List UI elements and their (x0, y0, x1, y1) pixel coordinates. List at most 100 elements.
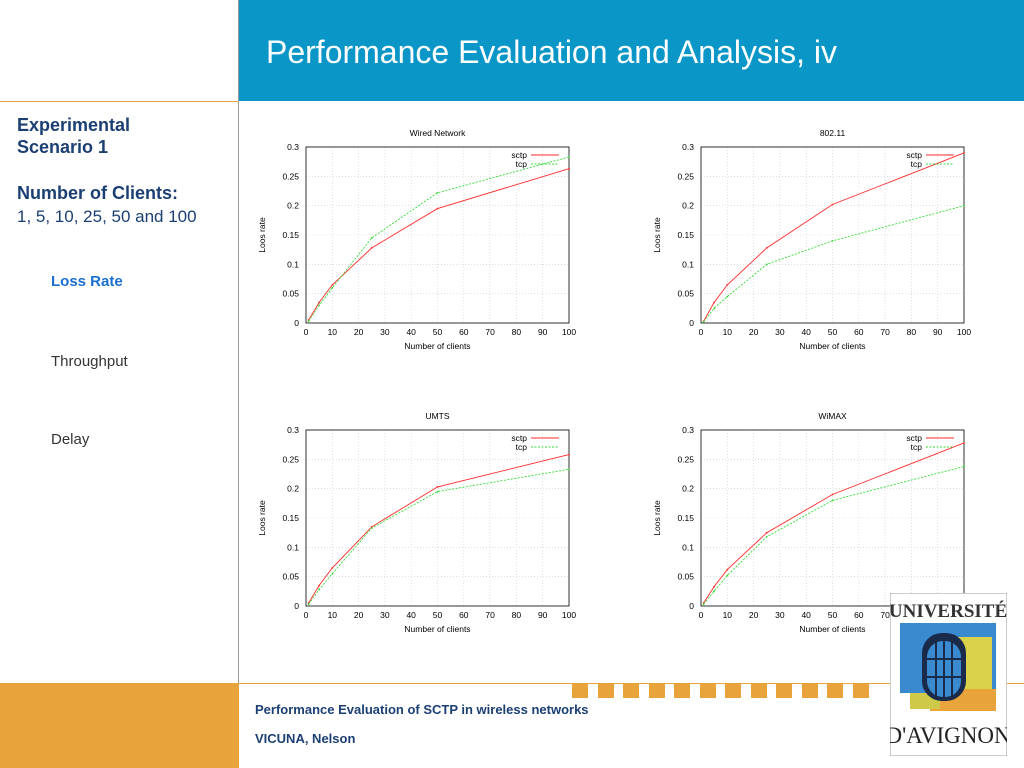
data-point-tcp (436, 490, 439, 493)
x-axis-label: Number of clients (799, 624, 865, 634)
y-tick-label: 0.2 (682, 201, 694, 211)
x-tick-label: 0 (304, 327, 309, 337)
plot-frame (700, 429, 965, 607)
data-point-tcp (831, 499, 834, 502)
y-tick-label: 0.3 (682, 425, 694, 435)
data-point-sctp (713, 585, 716, 588)
x-axis-label: Number of clients (404, 341, 470, 351)
nav-item-loss-rate[interactable]: Loss Rate (51, 273, 123, 290)
x-tick-label: 70 (485, 610, 495, 620)
x-tick-label: 40 (801, 327, 811, 337)
x-tick-label: 50 (828, 327, 838, 337)
y-tick-label: 0.15 (677, 513, 694, 523)
y-axis-label: Loos rate (257, 217, 267, 253)
x-tick-label: 90 (538, 327, 548, 337)
footer-square (572, 684, 588, 698)
x-tick-label: 90 (933, 327, 943, 337)
y-tick-label: 0.3 (287, 425, 299, 435)
x-tick-label: 0 (699, 610, 704, 620)
y-tick-label: 0.1 (287, 542, 299, 552)
x-tick-label: 80 (907, 327, 917, 337)
nav-item-throughput[interactable]: Throughput (51, 353, 128, 370)
y-tick-label: 0.05 (677, 572, 694, 582)
data-point-tcp (831, 239, 834, 242)
y-tick-label: 0.2 (287, 484, 299, 494)
y-tick-label: 0.25 (282, 454, 299, 464)
data-point-tcp (702, 320, 705, 323)
x-tick-label: 30 (775, 610, 785, 620)
series-line-sctp (703, 442, 965, 604)
x-tick-label: 0 (304, 610, 309, 620)
footer-square (776, 684, 792, 698)
footer-square (699, 684, 716, 698)
legend-label-tcp: tcp (911, 442, 923, 452)
data-point-tcp (713, 307, 716, 310)
series-line-tcp (703, 465, 965, 605)
logo-bottom-text: D'AVIGNON (890, 723, 1007, 748)
footer-square (750, 684, 767, 698)
data-point-sctp (331, 283, 334, 286)
x-tick-label: 100 (957, 327, 971, 337)
x-tick-label: 40 (801, 610, 811, 620)
x-tick-label: 100 (562, 327, 576, 337)
sidebar: Experimental Scenario 1 Number of Client… (0, 102, 238, 682)
data-point-sctp (713, 301, 716, 304)
x-tick-label: 20 (749, 610, 759, 620)
plot-frame (305, 146, 570, 324)
data-point-sctp (568, 453, 570, 456)
footer-square (648, 684, 665, 698)
nav-item-delay[interactable]: Delay (51, 431, 90, 448)
data-point-sctp (963, 442, 965, 444)
data-point-tcp (307, 320, 310, 323)
x-tick-label: 40 (406, 327, 416, 337)
data-point-tcp (765, 535, 768, 538)
data-point-tcp (318, 304, 321, 307)
data-point-sctp (831, 493, 834, 496)
legend-label-tcp: tcp (516, 442, 528, 452)
x-tick-label: 30 (380, 610, 390, 620)
footer-square (597, 684, 614, 698)
y-tick-label: 0.2 (682, 484, 694, 494)
x-tick-label: 60 (854, 610, 864, 620)
x-tick-label: 90 (538, 610, 548, 620)
data-point-tcp (702, 603, 705, 606)
data-point-tcp (370, 237, 373, 239)
data-point-tcp (307, 603, 310, 606)
y-tick-label: 0.3 (287, 142, 299, 152)
x-tick-label: 20 (354, 610, 364, 620)
chart-2: 0 0.05 0.1 0.15 0.2 0.25 0.3 0 10 20 30 40 50 60 70 80 9… (652, 128, 971, 351)
y-tick-label: 0.15 (282, 230, 299, 240)
y-tick-label: 0 (294, 601, 299, 611)
legend-label-tcp: tcp (516, 159, 528, 169)
series-line-tcp (703, 205, 965, 323)
series-line-sctp (308, 168, 570, 321)
data-point-tcp (436, 191, 439, 194)
chart-title: UMTS (425, 411, 449, 421)
data-point-tcp (963, 465, 965, 468)
x-tick-label: 60 (459, 327, 469, 337)
plot-frame (700, 146, 965, 324)
footer-title: Performance Evaluation of SCTP in wirele… (255, 702, 589, 717)
x-tick-label: 20 (354, 327, 364, 337)
footer-square (801, 684, 818, 698)
x-axis-label: Number of clients (404, 624, 470, 634)
chart-title: WiMAX (818, 411, 847, 421)
footer-author: VICUNA, Nelson (255, 731, 356, 746)
legend-label-tcp: tcp (911, 159, 923, 169)
data-point-tcp (726, 574, 729, 577)
series-line-sctp (308, 454, 570, 604)
scenario-title-text: Experimental Scenario 1 (17, 115, 131, 157)
y-axis-label: Loos rate (652, 500, 662, 536)
y-axis-label: Loos rate (652, 217, 662, 253)
x-tick-label: 70 (880, 610, 890, 620)
chart-3: 0 0.05 0.1 0.15 0.2 0.25 0.3 0 10 20 30 40 50 60 70 80 9… (257, 411, 576, 634)
divider-top (0, 101, 239, 102)
x-tick-label: 10 (328, 327, 338, 337)
x-tick-label: 30 (775, 327, 785, 337)
y-tick-label: 0.05 (282, 572, 299, 582)
series-line-sctp (703, 152, 965, 322)
clients-values: 1, 5, 10, 25, 50 and 100 (17, 207, 197, 226)
x-axis-label: Number of clients (799, 341, 865, 351)
x-tick-label: 70 (880, 327, 890, 337)
logo-top-text: UNIVERSITÉ (890, 600, 1007, 622)
